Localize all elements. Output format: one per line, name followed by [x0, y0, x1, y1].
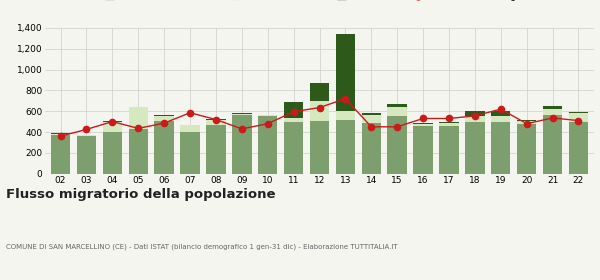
- Bar: [517, 121, 536, 124]
- Bar: [51, 135, 70, 174]
- Bar: [284, 102, 304, 118]
- Bar: [543, 106, 562, 109]
- Bar: [388, 116, 407, 174]
- Bar: [413, 123, 433, 124]
- Bar: [543, 109, 562, 115]
- Bar: [413, 124, 433, 126]
- Bar: [258, 116, 277, 174]
- Text: COMUNE DI SAN MARCELLINO (CE) - Dati ISTAT (bilancio demografico 1 gen-31 dic) -: COMUNE DI SAN MARCELLINO (CE) - Dati IST…: [6, 244, 398, 250]
- Bar: [77, 136, 96, 174]
- Bar: [439, 126, 458, 174]
- Bar: [206, 125, 226, 174]
- Bar: [439, 122, 458, 123]
- Bar: [335, 120, 355, 174]
- Bar: [181, 125, 200, 132]
- Bar: [388, 104, 407, 106]
- Bar: [569, 113, 588, 122]
- Bar: [103, 121, 122, 122]
- Bar: [258, 115, 277, 116]
- Bar: [491, 116, 511, 122]
- Bar: [465, 122, 485, 174]
- Bar: [232, 114, 251, 115]
- Legend: Iscritti (da altri comuni), Iscritti (dall'estero), Iscritti (altri), Cancellati: Iscritti (da altri comuni), Iscritti (da…: [101, 0, 538, 5]
- Bar: [465, 111, 485, 116]
- Bar: [284, 122, 304, 174]
- Bar: [335, 34, 355, 111]
- Bar: [517, 120, 536, 121]
- Bar: [362, 123, 381, 174]
- Bar: [154, 115, 174, 116]
- Bar: [103, 132, 122, 174]
- Bar: [543, 115, 562, 174]
- Bar: [439, 123, 458, 126]
- Bar: [206, 119, 226, 120]
- Bar: [128, 106, 148, 107]
- Text: Flusso migratorio della popolazione: Flusso migratorio della popolazione: [6, 188, 275, 200]
- Bar: [284, 118, 304, 122]
- Bar: [232, 115, 251, 174]
- Bar: [128, 129, 148, 174]
- Bar: [154, 116, 174, 121]
- Bar: [51, 134, 70, 135]
- Bar: [569, 122, 588, 174]
- Bar: [413, 126, 433, 174]
- Bar: [128, 107, 148, 129]
- Bar: [569, 112, 588, 113]
- Bar: [335, 111, 355, 120]
- Bar: [362, 115, 381, 123]
- Bar: [310, 83, 329, 101]
- Bar: [206, 120, 226, 125]
- Bar: [103, 122, 122, 132]
- Bar: [362, 113, 381, 115]
- Bar: [77, 135, 96, 136]
- Bar: [517, 124, 536, 174]
- Bar: [491, 122, 511, 174]
- Bar: [154, 121, 174, 174]
- Bar: [310, 121, 329, 174]
- Bar: [51, 133, 70, 134]
- Bar: [232, 113, 251, 114]
- Bar: [465, 116, 485, 122]
- Bar: [388, 106, 407, 116]
- Bar: [181, 132, 200, 174]
- Bar: [310, 101, 329, 121]
- Bar: [491, 111, 511, 116]
